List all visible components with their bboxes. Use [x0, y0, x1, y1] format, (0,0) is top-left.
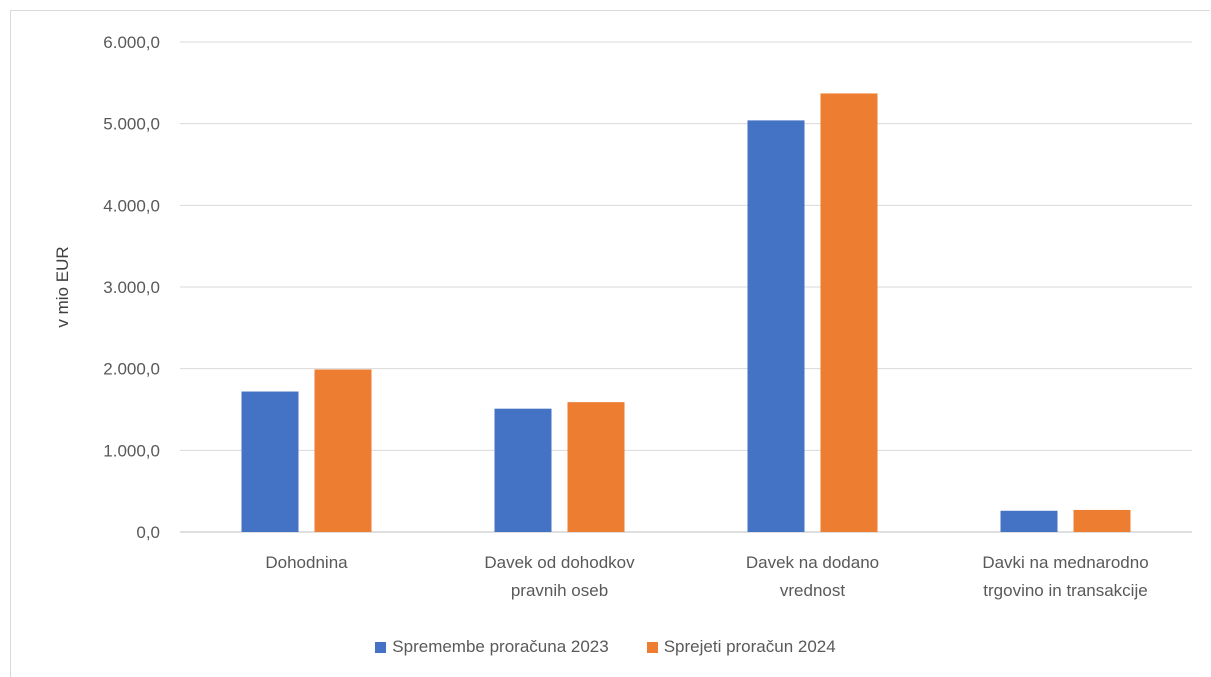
bar — [1073, 509, 1131, 532]
legend-label-2024: Sprejeti proračun 2024 — [663, 637, 836, 656]
y-tick-label: 3.000,0 — [103, 278, 160, 297]
bar — [241, 391, 299, 532]
y-tick-label: 0,0 — [136, 523, 160, 542]
x-tick-label: pravnih oseb — [511, 581, 608, 600]
x-tick-label: Davek od dohodkov — [484, 553, 635, 572]
bar — [314, 369, 372, 532]
bar — [820, 93, 878, 532]
legend-swatch-2024 — [646, 641, 658, 653]
y-tick-label: 6.000,0 — [103, 33, 160, 52]
bar — [567, 402, 625, 532]
x-tick-label: Dohodnina — [265, 553, 348, 572]
y-tick-label: 4.000,0 — [103, 196, 160, 215]
y-tick-label: 5.000,0 — [103, 115, 160, 134]
x-tick-label: Davek na dodano — [746, 553, 879, 572]
bar — [494, 408, 552, 532]
bar — [747, 120, 805, 533]
x-tick-label: trgovino in transakcije — [983, 581, 1147, 600]
y-tick-label: 1.000,0 — [103, 441, 160, 460]
bar — [1000, 510, 1058, 532]
legend-item-2023: Spremembe proračuna 2023 — [375, 637, 609, 657]
y-axis-label: v mio EUR — [53, 246, 72, 327]
x-tick-label: Davki na mednarodno — [982, 553, 1148, 572]
legend-label-2023: Spremembe proračuna 2023 — [392, 637, 609, 656]
legend: Spremembe proračuna 2023 Sprejeti prorač… — [0, 637, 1211, 657]
y-tick-label: 2.000,0 — [103, 360, 160, 379]
legend-item-2024: Sprejeti proračun 2024 — [646, 637, 836, 657]
x-tick-label: vrednost — [780, 581, 845, 600]
chart-frame — [10, 10, 1210, 677]
bar-chart: 0,0 1.000,0 2.000,0 3.000,0 4.000,0 5.000,0 6.… — [53, 33, 1192, 600]
legend-swatch-2023 — [375, 641, 387, 653]
